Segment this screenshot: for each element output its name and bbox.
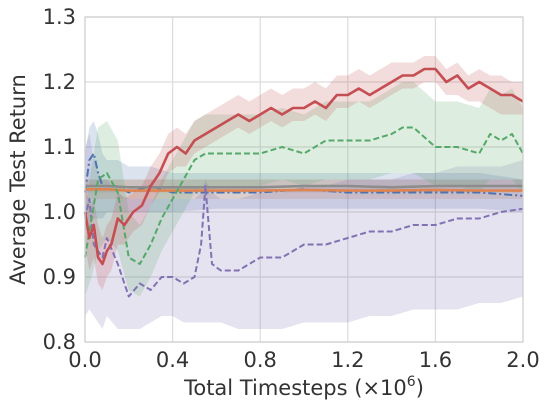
x-tick-label: 1.2 xyxy=(331,348,364,372)
x-axis-label-exponent: 6 xyxy=(407,374,416,390)
y-tick-label: 1.0 xyxy=(43,200,76,224)
series-0-line xyxy=(84,152,524,197)
series-lines xyxy=(83,67,524,298)
y-tick-label: 0.8 xyxy=(43,330,76,354)
y-tick-label: 1.1 xyxy=(43,135,76,159)
y-tick-label: 1.2 xyxy=(43,70,76,94)
y-tick-label: 1.3 xyxy=(43,5,76,29)
confidence-bands xyxy=(85,56,523,329)
y-axis-label: Average Test Return xyxy=(6,74,30,285)
series-1-line xyxy=(85,188,523,192)
x-tick-label: 0.8 xyxy=(243,348,276,372)
x-axis-label-close: ) xyxy=(416,376,424,400)
series-4-band xyxy=(85,82,523,297)
x-tick-label: 0.4 xyxy=(156,348,189,372)
x-axis-label: Total Timesteps (×106) xyxy=(183,374,424,400)
series-3-band xyxy=(85,134,523,329)
plot-frame xyxy=(84,16,524,343)
series-4-line xyxy=(84,126,524,265)
series-3-line xyxy=(84,185,524,298)
y-ticks: 0.8 0.9 1.0 1.1 1.2 1.3 xyxy=(43,5,76,354)
y-tick-label: 0.9 xyxy=(43,265,76,289)
x-tick-label: 1.6 xyxy=(419,348,452,372)
series-5-band xyxy=(85,56,523,290)
x-axis-label-main: Total Timesteps (×10 xyxy=(183,376,407,400)
series-5-line xyxy=(83,67,524,266)
x-ticks: 0.0 0.4 0.8 1.2 1.6 2.0 xyxy=(68,348,539,372)
x-tick-label: 0.0 xyxy=(68,348,101,372)
x-tick-label: 2.0 xyxy=(506,348,539,372)
series-2-line xyxy=(85,184,523,189)
series-0-band xyxy=(85,121,523,232)
